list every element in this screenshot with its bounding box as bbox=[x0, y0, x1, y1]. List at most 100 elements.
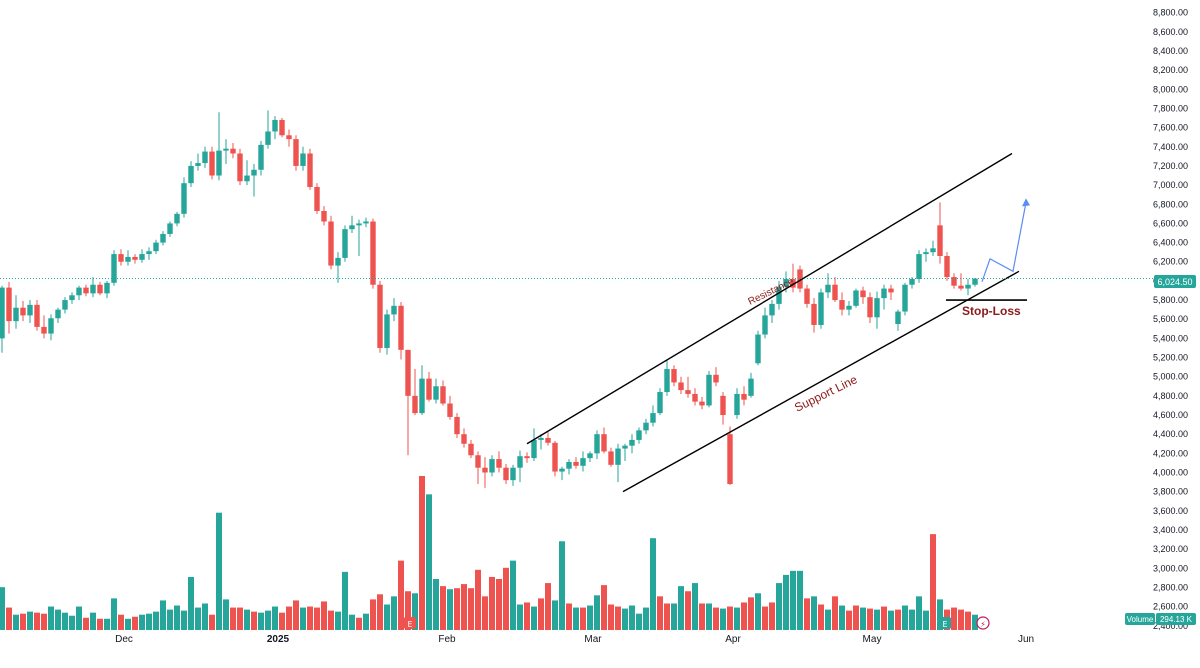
candle[interactable] bbox=[230, 142, 236, 159]
candle[interactable] bbox=[384, 309, 390, 355]
candle[interactable] bbox=[426, 371, 432, 402]
candle[interactable] bbox=[363, 217, 369, 228]
candle[interactable] bbox=[762, 307, 768, 339]
candle[interactable] bbox=[755, 330, 761, 366]
candle[interactable] bbox=[622, 443, 628, 462]
candle[interactable] bbox=[573, 457, 579, 469]
candle[interactable] bbox=[895, 309, 901, 331]
candle[interactable] bbox=[377, 280, 383, 353]
candle[interactable] bbox=[538, 434, 544, 450]
candle[interactable] bbox=[496, 451, 502, 473]
candle[interactable] bbox=[6, 281, 12, 334]
candle[interactable] bbox=[580, 451, 586, 472]
candle[interactable] bbox=[685, 376, 691, 398]
candle[interactable] bbox=[454, 413, 460, 439]
candle[interactable] bbox=[391, 298, 397, 322]
candle[interactable] bbox=[867, 292, 873, 324]
candle[interactable] bbox=[629, 434, 635, 454]
candle[interactable] bbox=[0, 285, 5, 353]
candle[interactable] bbox=[531, 428, 537, 462]
price-axis[interactable]: 2,400.00 2,600.00 2,800.00 3,000.00 3,200.00… bbox=[1153, 8, 1188, 631]
time-axis[interactable]: Dec 2025 Feb Mar Apr May Jun bbox=[115, 634, 1034, 645]
candle[interactable] bbox=[216, 112, 222, 181]
candle[interactable] bbox=[706, 370, 712, 408]
candle[interactable] bbox=[202, 146, 208, 168]
candle[interactable] bbox=[853, 288, 859, 308]
candle[interactable] bbox=[874, 291, 880, 329]
candle[interactable] bbox=[195, 153, 201, 171]
candle[interactable] bbox=[923, 248, 929, 262]
candle[interactable] bbox=[699, 396, 705, 410]
candle[interactable] bbox=[27, 300, 33, 324]
resistance-line[interactable] bbox=[526, 152, 1013, 445]
candle[interactable] bbox=[818, 288, 824, 329]
candle[interactable] bbox=[244, 160, 250, 186]
candle[interactable] bbox=[860, 286, 866, 304]
candle[interactable] bbox=[671, 365, 677, 387]
candle[interactable] bbox=[181, 177, 187, 218]
candle[interactable] bbox=[328, 215, 334, 270]
candle[interactable] bbox=[566, 459, 572, 475]
candle[interactable] bbox=[713, 367, 719, 387]
candle[interactable] bbox=[678, 376, 684, 394]
candle[interactable] bbox=[790, 263, 796, 293]
candle[interactable] bbox=[727, 426, 733, 485]
candle[interactable] bbox=[349, 215, 355, 233]
support-line[interactable] bbox=[622, 270, 1020, 493]
candle[interactable] bbox=[321, 206, 327, 226]
candle[interactable] bbox=[650, 405, 656, 427]
candle[interactable] bbox=[111, 250, 117, 286]
candle[interactable] bbox=[76, 285, 82, 301]
candle[interactable] bbox=[153, 239, 159, 255]
candle[interactable] bbox=[846, 301, 852, 316]
candle[interactable] bbox=[146, 247, 152, 260]
candle[interactable] bbox=[804, 284, 810, 308]
candle[interactable] bbox=[279, 118, 285, 138]
candle[interactable] bbox=[34, 300, 40, 331]
candle[interactable] bbox=[62, 297, 68, 314]
candle[interactable] bbox=[209, 146, 215, 180]
candle[interactable] bbox=[13, 295, 19, 329]
candle[interactable] bbox=[258, 141, 264, 176]
candle[interactable] bbox=[174, 211, 180, 227]
candle[interactable] bbox=[167, 221, 173, 237]
candle[interactable] bbox=[881, 284, 887, 310]
earnings-marker-icon[interactable]: E bbox=[939, 617, 951, 629]
candle[interactable] bbox=[916, 250, 922, 283]
candle[interactable] bbox=[811, 298, 817, 333]
candle[interactable] bbox=[951, 273, 957, 289]
candle[interactable] bbox=[48, 314, 54, 341]
candle[interactable] bbox=[265, 110, 271, 149]
candle[interactable] bbox=[118, 249, 124, 266]
candle[interactable] bbox=[839, 292, 845, 316]
candle[interactable] bbox=[104, 280, 110, 299]
candle[interactable] bbox=[314, 183, 320, 214]
dividend-marker-icon[interactable]: ⚡ bbox=[976, 616, 990, 630]
candle[interactable] bbox=[97, 281, 103, 296]
candle[interactable] bbox=[608, 447, 614, 467]
candle[interactable] bbox=[482, 457, 488, 488]
candle[interactable] bbox=[643, 418, 649, 435]
candle[interactable] bbox=[776, 280, 782, 310]
candle[interactable] bbox=[937, 202, 943, 264]
candle[interactable] bbox=[419, 365, 425, 416]
candle[interactable] bbox=[657, 388, 663, 416]
candle[interactable] bbox=[720, 392, 726, 425]
candle[interactable] bbox=[524, 452, 530, 463]
candle[interactable] bbox=[55, 307, 61, 324]
earnings-marker-icon[interactable]: E bbox=[404, 617, 416, 629]
candle[interactable] bbox=[741, 386, 747, 406]
candle[interactable] bbox=[447, 395, 453, 420]
candle[interactable] bbox=[90, 277, 96, 298]
candle[interactable] bbox=[272, 116, 278, 140]
candle[interactable] bbox=[237, 148, 243, 186]
candle[interactable] bbox=[930, 240, 936, 256]
candle[interactable] bbox=[545, 432, 551, 446]
candle[interactable] bbox=[223, 139, 229, 165]
projection-path[interactable] bbox=[981, 202, 1027, 283]
candle[interactable] bbox=[748, 372, 754, 398]
candle[interactable] bbox=[69, 292, 75, 304]
candle[interactable] bbox=[412, 369, 418, 416]
candle[interactable] bbox=[286, 129, 292, 147]
candle[interactable] bbox=[769, 300, 775, 324]
